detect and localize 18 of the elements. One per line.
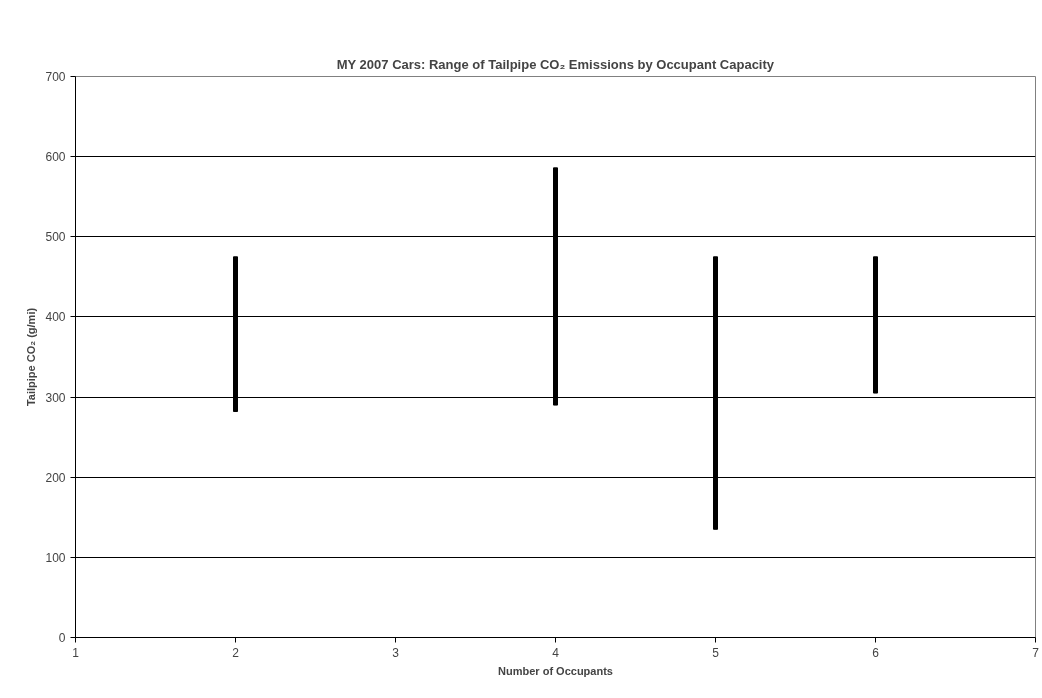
y-tick-label: 600 bbox=[45, 150, 66, 165]
x-tick-label: 7 bbox=[1032, 645, 1040, 660]
x-tick-label: 1 bbox=[72, 645, 80, 660]
x-axis-title: Number of Occupants bbox=[498, 664, 613, 677]
y-tick-label: 300 bbox=[45, 390, 66, 405]
y-tick-label: 400 bbox=[45, 310, 66, 325]
x-tick-label: 6 bbox=[872, 645, 880, 660]
x-tick-label: 3 bbox=[392, 645, 400, 660]
x-tick-label: 5 bbox=[712, 645, 720, 660]
y-tick-label: 0 bbox=[58, 631, 66, 645]
y-tick-label: 500 bbox=[45, 230, 66, 245]
chart-title: MY 2007 Cars: Range of Tailpipe CO₂ Emissions by Occupant Capacity bbox=[336, 56, 775, 72]
y-tick-label: 100 bbox=[45, 550, 66, 565]
y-axis-title: Tailpipe CO₂ (g/mi) bbox=[25, 307, 38, 407]
x-tick-label: 2 bbox=[232, 645, 240, 660]
y-tick-label: 200 bbox=[45, 470, 66, 485]
y-tick-label: 700 bbox=[45, 70, 66, 84]
x-tick-label: 4 bbox=[552, 645, 560, 660]
